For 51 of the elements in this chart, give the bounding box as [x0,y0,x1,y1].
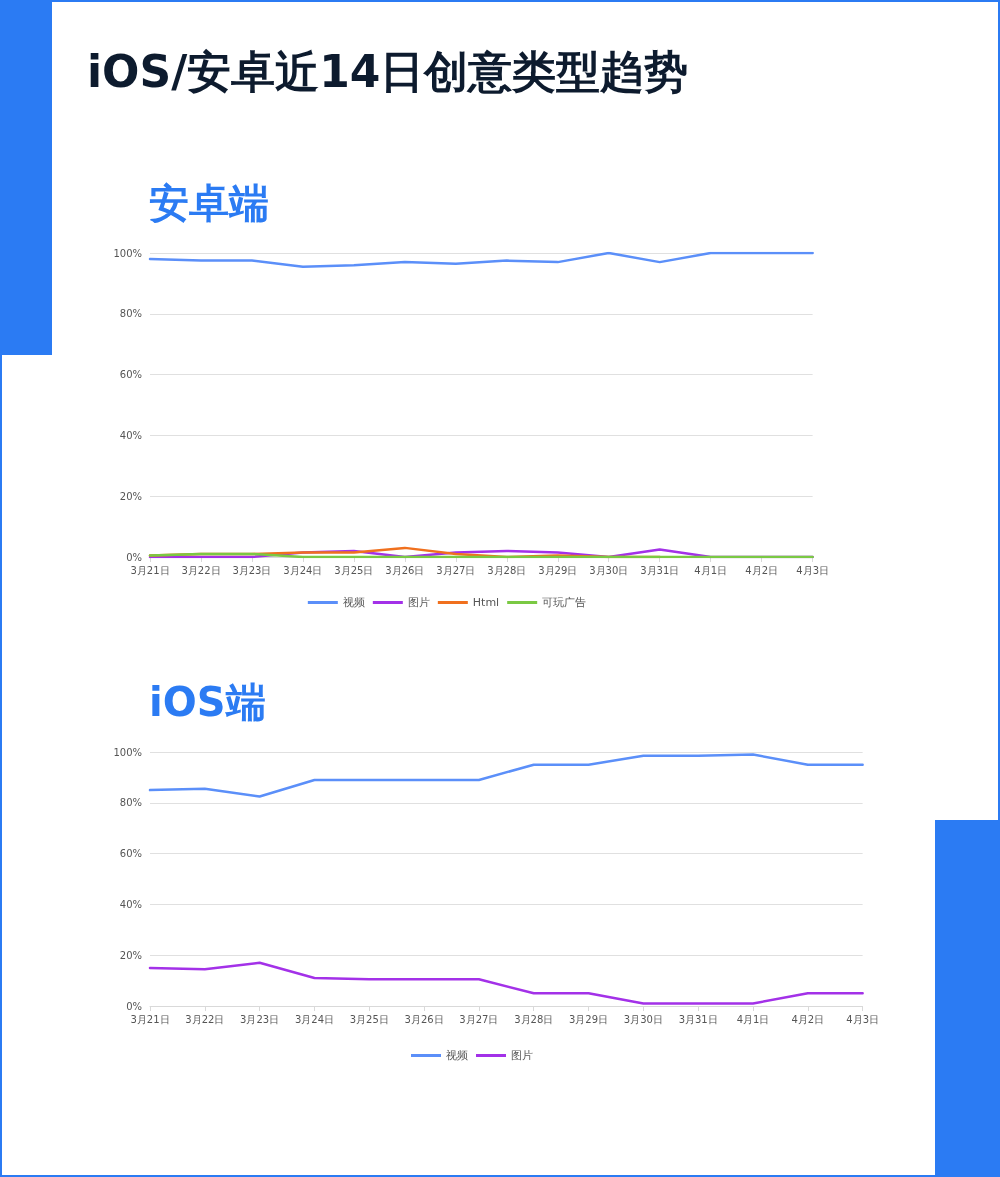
x-tick-label: 3月23日 [232,564,272,576]
legend-label: 图片 [511,1049,533,1062]
x-tick-label: 3月26日 [404,1013,444,1025]
chart-title: iOS端 [149,679,266,725]
x-tick-label: 3月27日 [459,1013,499,1025]
y-tick-label: 40% [119,429,142,441]
y-tick-label: 100% [113,746,142,758]
x-tick-label: 3月25日 [334,564,374,576]
x-tick-label: 3月30日 [589,564,629,576]
x-tick-label: 4月2日 [745,564,779,576]
y-tick-label: 0% [126,1000,142,1012]
legend-label: 视频 [446,1049,468,1062]
legend-label: Html [472,596,500,609]
y-tick-label: 80% [119,797,142,809]
x-tick-label: 4月3日 [846,1013,879,1025]
line-series [148,251,814,268]
x-tick-label: 4月1日 [736,1013,770,1025]
x-tick-label: 3月27日 [436,564,476,576]
x-tick-label: 3月21日 [130,564,170,576]
y-tick-label: 60% [119,848,142,860]
chart-title: iOS/安卓近14日创意类型趋势 [87,45,689,97]
y-tick-label: 80% [119,308,142,320]
x-tick-label: 3月28日 [514,1013,554,1025]
x-tick-label: 3月31日 [640,564,680,576]
x-tick-label: 3月28日 [487,564,527,576]
x-tick-label: 3月30日 [623,1013,663,1025]
x-tick-label: 3月29日 [569,1013,609,1025]
y-tick-label: 100% [113,247,142,259]
x-tick-label: 4月3日 [796,564,829,576]
x-tick-label: 3月22日 [181,564,221,576]
x-tick-label: 4月2日 [791,1013,825,1025]
x-tick-label: 4月1日 [694,564,728,576]
x-tick-label: 3月31日 [678,1013,718,1025]
x-tick-label: 3月24日 [283,564,323,576]
y-tick-label: 0% [126,551,142,563]
chart-subtitle: 安卓端 [149,180,269,226]
x-tick-label: 3月23日 [240,1013,280,1025]
y-tick-label: 20% [119,490,142,502]
y-tick-label: 20% [119,949,142,961]
legend-label: 可玩广告 [542,596,587,609]
x-tick-label: 3月24日 [294,1013,334,1025]
x-tick-label: 3月22日 [185,1013,225,1025]
legend-label: 图片 [407,596,430,609]
x-tick-label: 3月29日 [538,564,578,576]
y-tick-label: 40% [119,898,142,910]
y-tick-label: 60% [119,369,142,381]
x-tick-label: 3月26日 [385,564,425,576]
x-tick-label: 3月25日 [349,1013,389,1025]
x-tick-label: 3月21日 [130,1013,170,1025]
legend-label: 视频 [342,596,365,609]
line-series [148,753,864,798]
